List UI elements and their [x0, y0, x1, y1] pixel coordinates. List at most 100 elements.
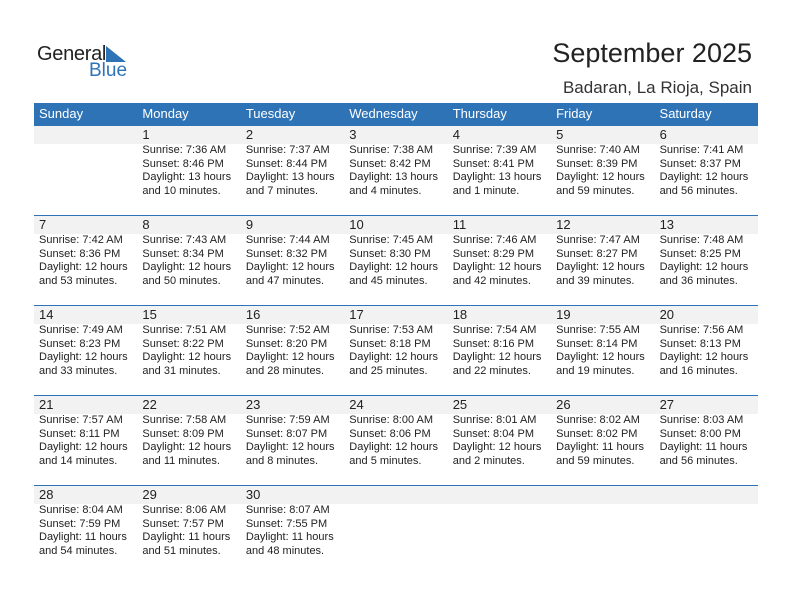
day-cell: 18 Sunrise: 7:54 AM Sunset: 8:16 PM Dayligh… — [448, 306, 551, 396]
day-number: 6 — [659, 127, 667, 142]
daylight-text: Daylight: 13 hours — [245, 171, 335, 183]
week-row: 21 Sunrise: 7:57 AM Sunset: 8:11 PM Dayligh… — [34, 395, 758, 486]
sunrise-text: Sunrise: 7:43 AM — [142, 234, 227, 246]
logo-blue: Blue — [89, 60, 128, 81]
date-band — [34, 306, 758, 324]
weekday-monday: Monday — [142, 106, 189, 121]
sunset-text: Sunset: 8:46 PM — [142, 157, 224, 170]
daylight-text: Daylight: 12 hours — [659, 261, 749, 273]
day-cell: 3 Sunrise: 7:38 AM Sunset: 8:42 PM Daylight… — [344, 126, 447, 216]
day-number: 17 — [349, 307, 364, 322]
daylight-minutes-text: and 10 minutes. — [142, 184, 221, 197]
day-cell: 22 Sunrise: 7:58 AM Sunset: 8:09 PM Dayligh… — [137, 396, 240, 486]
daylight-minutes-text: and 47 minutes. — [245, 274, 325, 287]
sunset-text: Sunset: 8:44 PM — [245, 157, 328, 170]
weekday-thursday: Thursday — [452, 106, 507, 121]
daylight-minutes-text: and 8 minutes. — [245, 454, 318, 467]
daylight-minutes-text: and 56 minutes. — [659, 184, 738, 197]
daylight-text: Daylight: 12 hours — [142, 441, 232, 453]
daylight-text: Daylight: 13 hours — [142, 171, 232, 183]
date-band — [34, 486, 758, 504]
sunrise-text: Sunrise: 7:51 AM — [142, 324, 227, 336]
daylight-minutes-text: and 59 minutes. — [556, 184, 635, 197]
day-cell: 28 Sunrise: 8:04 AM Sunset: 7:59 PM Dayligh… — [34, 486, 137, 576]
day-cell: 17 Sunrise: 7:53 AM Sunset: 8:18 PM Dayligh… — [344, 306, 447, 396]
day-number: 11 — [452, 217, 467, 232]
day-number: 25 — [452, 397, 468, 412]
daylight-minutes-text: and 19 minutes. — [556, 364, 635, 377]
sunrise-text: Sunrise: 7:46 AM — [452, 234, 537, 246]
day-cell: 11 Sunrise: 7:46 AM Sunset: 8:29 PM Dayligh… — [448, 216, 551, 306]
daylight-text: Daylight: 11 hours — [39, 531, 127, 543]
sunrise-text: Sunrise: 7:52 AM — [245, 324, 330, 336]
daylight-text: Daylight: 11 hours — [556, 441, 644, 453]
daylight-minutes-text: and 4 minutes. — [349, 184, 422, 197]
sunset-text: Sunset: 8:18 PM — [349, 337, 431, 350]
daylight-text: Daylight: 12 hours — [452, 441, 542, 453]
day-number: 14 — [39, 307, 54, 322]
day-cell: 6 Sunrise: 7:41 AM Sunset: 8:37 PM Daylight… — [655, 126, 758, 216]
sunrise-text: Sunrise: 7:53 AM — [349, 324, 434, 336]
daylight-minutes-text: and 1 minute. — [452, 184, 520, 197]
daylight-text: Daylight: 12 hours — [39, 261, 128, 273]
sunrise-text: Sunrise: 7:44 AM — [245, 234, 330, 246]
daylight-minutes-text: and 2 minutes. — [452, 454, 525, 467]
location: Badaran, La Rioja, Spain — [562, 78, 752, 97]
day-number: 13 — [659, 217, 675, 232]
day-number: 16 — [245, 307, 261, 322]
day-cell: 16 Sunrise: 7:52 AM Sunset: 8:20 PM Dayligh… — [241, 306, 344, 396]
day-number: 4 — [452, 127, 460, 142]
daylight-minutes-text: and 14 minutes. — [39, 454, 118, 467]
daylight-minutes-text: and 16 minutes. — [659, 364, 738, 377]
date-band — [34, 216, 758, 234]
sunset-text: Sunset: 8:41 PM — [452, 157, 535, 170]
day-number: 30 — [245, 487, 261, 502]
sunset-text: Sunset: 7:55 PM — [245, 517, 328, 530]
day-cell: 25 Sunrise: 8:01 AM Sunset: 8:04 PM Dayligh… — [448, 396, 551, 486]
weekday-tuesday: Tuesday — [245, 106, 296, 121]
daylight-minutes-text: and 11 minutes. — [142, 454, 220, 467]
sunrise-text: Sunrise: 8:02 AM — [556, 414, 640, 426]
day-cell: 29 Sunrise: 8:06 AM Sunset: 7:57 PM Dayligh… — [137, 486, 240, 576]
sunset-text: Sunset: 8:34 PM — [142, 247, 224, 260]
logo: General Blue — [37, 43, 127, 81]
sunset-text: Sunset: 8:04 PM — [452, 427, 535, 440]
sunrise-text: Sunrise: 7:47 AM — [556, 234, 640, 246]
day-cell: 23 Sunrise: 7:59 AM Sunset: 8:07 PM Dayligh… — [241, 396, 344, 486]
day-cell: 15 Sunrise: 7:51 AM Sunset: 8:22 PM Dayligh… — [137, 306, 240, 396]
daylight-text: Daylight: 12 hours — [39, 441, 128, 453]
sunset-text: Sunset: 8:16 PM — [452, 337, 535, 350]
day-cell: 1 Sunrise: 7:36 AM Sunset: 8:46 PM Daylight… — [137, 126, 240, 216]
sunrise-text: Sunrise: 7:45 AM — [349, 234, 434, 246]
week-row: 28 Sunrise: 8:04 AM Sunset: 7:59 PM Dayligh… — [34, 485, 758, 576]
daylight-text: Daylight: 12 hours — [349, 441, 438, 453]
daylight-text: Daylight: 12 hours — [245, 261, 335, 273]
sunset-text: Sunset: 8:29 PM — [452, 247, 535, 260]
sunrise-text: Sunrise: 7:38 AM — [349, 144, 434, 156]
day-number: 18 — [452, 307, 468, 322]
daylight-text: Daylight: 11 hours — [659, 441, 748, 453]
daylight-minutes-text: and 36 minutes. — [659, 274, 738, 287]
daylight-minutes-text: and 22 minutes. — [452, 364, 531, 377]
sunrise-text: Sunrise: 7:48 AM — [659, 234, 744, 246]
day-number: 2 — [245, 127, 254, 142]
sunset-text: Sunset: 8:14 PM — [556, 337, 638, 350]
day-number: 19 — [556, 307, 571, 322]
day-cell: 9 Sunrise: 7:44 AM Sunset: 8:32 PM Daylight… — [241, 216, 344, 306]
daylight-text: Daylight: 12 hours — [245, 351, 335, 363]
day-number: 5 — [556, 127, 564, 142]
weekday-friday: Friday — [556, 106, 593, 121]
sunrise-text: Sunrise: 7:55 AM — [556, 324, 640, 336]
day-number: 29 — [142, 487, 157, 502]
day-cell: 13 Sunrise: 7:48 AM Sunset: 8:25 PM Dayligh… — [655, 216, 758, 306]
day-cell: 21 Sunrise: 7:57 AM Sunset: 8:11 PM Dayligh… — [34, 396, 137, 486]
sunset-text: Sunset: 8:32 PM — [245, 247, 328, 260]
sunrise-text: Sunrise: 7:41 AM — [659, 144, 744, 156]
daylight-text: Daylight: 12 hours — [349, 261, 438, 273]
daylight-text: Daylight: 12 hours — [142, 351, 232, 363]
sunset-text: Sunset: 8:07 PM — [245, 427, 328, 440]
day-cell: 20 Sunrise: 7:56 AM Sunset: 8:13 PM Dayligh… — [655, 306, 758, 396]
daylight-text: Daylight: 11 hours — [245, 531, 334, 543]
day-number: 27 — [659, 397, 675, 412]
day-number: 1 — [142, 127, 150, 142]
